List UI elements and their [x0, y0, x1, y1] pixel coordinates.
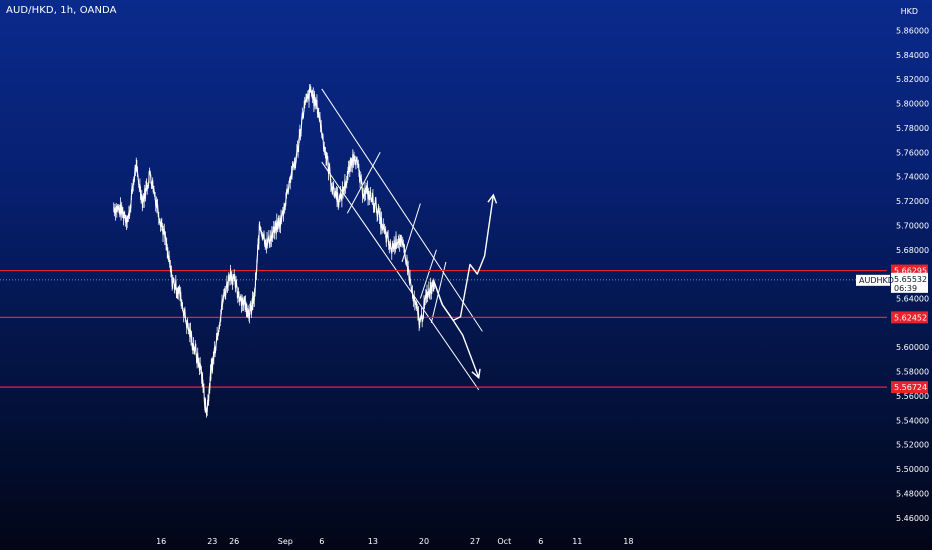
- symbol-tag: [856, 274, 890, 286]
- level-tag-text: 5.62452: [894, 313, 927, 322]
- x-tick-label: Oct: [497, 537, 511, 546]
- trend-line: [419, 249, 437, 299]
- y-tick-label: 5.78000: [896, 124, 929, 133]
- y-tick-label: 5.72000: [896, 197, 929, 206]
- y-tick-label: 5.70000: [896, 221, 929, 230]
- y-tick-label: 5.76000: [896, 148, 929, 157]
- price-line: [113, 87, 435, 415]
- projection-arrows: [432, 193, 498, 380]
- x-tick-label: 6: [319, 537, 324, 546]
- y-tick-label: 5.54000: [896, 416, 929, 425]
- level-tag: [891, 381, 928, 394]
- y-tick-label: 5.68000: [896, 246, 929, 255]
- current-price-tag: [891, 272, 928, 293]
- y-tick-label: 5.48000: [896, 489, 929, 498]
- x-tick-label: 18: [623, 537, 633, 546]
- x-tick-label: 16: [156, 537, 166, 546]
- y-tick-label: 5.64000: [896, 295, 929, 304]
- countdown-text: 06:39: [894, 284, 917, 293]
- y-tick-label: 5.52000: [896, 441, 929, 450]
- x-tick-label: 23: [207, 537, 217, 546]
- trend-line: [346, 152, 381, 214]
- y-tick-label: 5.84000: [896, 51, 929, 60]
- current-price-text: 5.65532: [894, 275, 927, 284]
- y-tick-label: 5.50000: [896, 465, 929, 474]
- y-tick-label: 5.60000: [896, 343, 929, 352]
- x-tick-label: 6: [538, 537, 543, 546]
- projection-down-arrow-head: [471, 368, 481, 380]
- price-series: [113, 84, 435, 418]
- y-tick-label: 5.46000: [896, 514, 929, 523]
- projection-up-arrow: [432, 194, 495, 322]
- y-axis[interactable]: 5.86000 5.84000 5.82000 5.80000 5.78000 5.760…: [896, 26, 929, 522]
- x-tick-label: 13: [368, 537, 378, 546]
- symbol-tag-text: AUDHKD: [859, 276, 894, 285]
- channel-line: [321, 161, 480, 391]
- y-tick-label: 5.58000: [896, 368, 929, 377]
- level-tag: [891, 311, 928, 324]
- x-axis[interactable]: 16 23 26 Sep 6 13 20 27 Oct 6 11 18: [156, 537, 633, 546]
- x-tick-label: 11: [572, 537, 582, 546]
- x-tick-label: 20: [419, 537, 429, 546]
- channel-line: [321, 88, 483, 332]
- horizontal-levels: [0, 269, 887, 388]
- x-tick-label: 27: [470, 537, 480, 546]
- y-tick-label: 5.56000: [896, 392, 929, 401]
- price-wicks: [113, 84, 435, 418]
- y-tick-label: 5.74000: [896, 173, 929, 182]
- y-tick-label: 5.82000: [896, 75, 929, 84]
- x-tick-label: Sep: [278, 537, 293, 546]
- y-tick-label: 5.80000: [896, 100, 929, 109]
- projection-down-arrow: [432, 279, 480, 378]
- symbol-title[interactable]: AUD/HKD, 1h, OANDA: [6, 5, 117, 16]
- y-tick-label: 5.86000: [896, 26, 929, 35]
- x-tick-label: 26: [229, 537, 239, 546]
- level-tag-text: 5.56724: [894, 383, 927, 392]
- projection-up-arrow-head: [487, 193, 498, 204]
- level-tag-text: 5.66295: [894, 267, 927, 276]
